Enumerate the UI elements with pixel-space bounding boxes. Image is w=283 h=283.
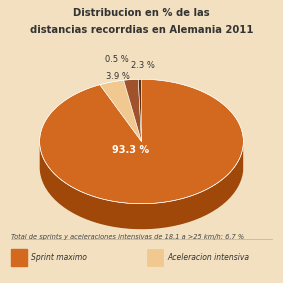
Text: Distribucion en % de las: Distribucion en % de las [73,8,210,18]
Polygon shape [40,144,243,229]
Polygon shape [138,79,142,142]
Text: Aceleracion intensiva: Aceleracion intensiva [167,253,249,262]
Text: distancias recorrdias en Alemania 2011: distancias recorrdias en Alemania 2011 [30,25,253,35]
Polygon shape [40,79,243,204]
Text: 0.5 %: 0.5 % [104,55,128,64]
Text: Sprint maximo: Sprint maximo [31,253,87,262]
Polygon shape [124,79,142,142]
Bar [11,249,27,266]
Text: 93.3 %: 93.3 % [112,145,149,155]
Text: 3.9 %: 3.9 % [106,72,130,81]
Text: 2.3 %: 2.3 % [131,61,155,70]
Bar [147,249,163,266]
Polygon shape [100,80,142,142]
Text: Total de sprints y aceleraciones intensivas de 18.1 a >25 km/h: 6.7 %: Total de sprints y aceleraciones intensi… [11,233,245,240]
